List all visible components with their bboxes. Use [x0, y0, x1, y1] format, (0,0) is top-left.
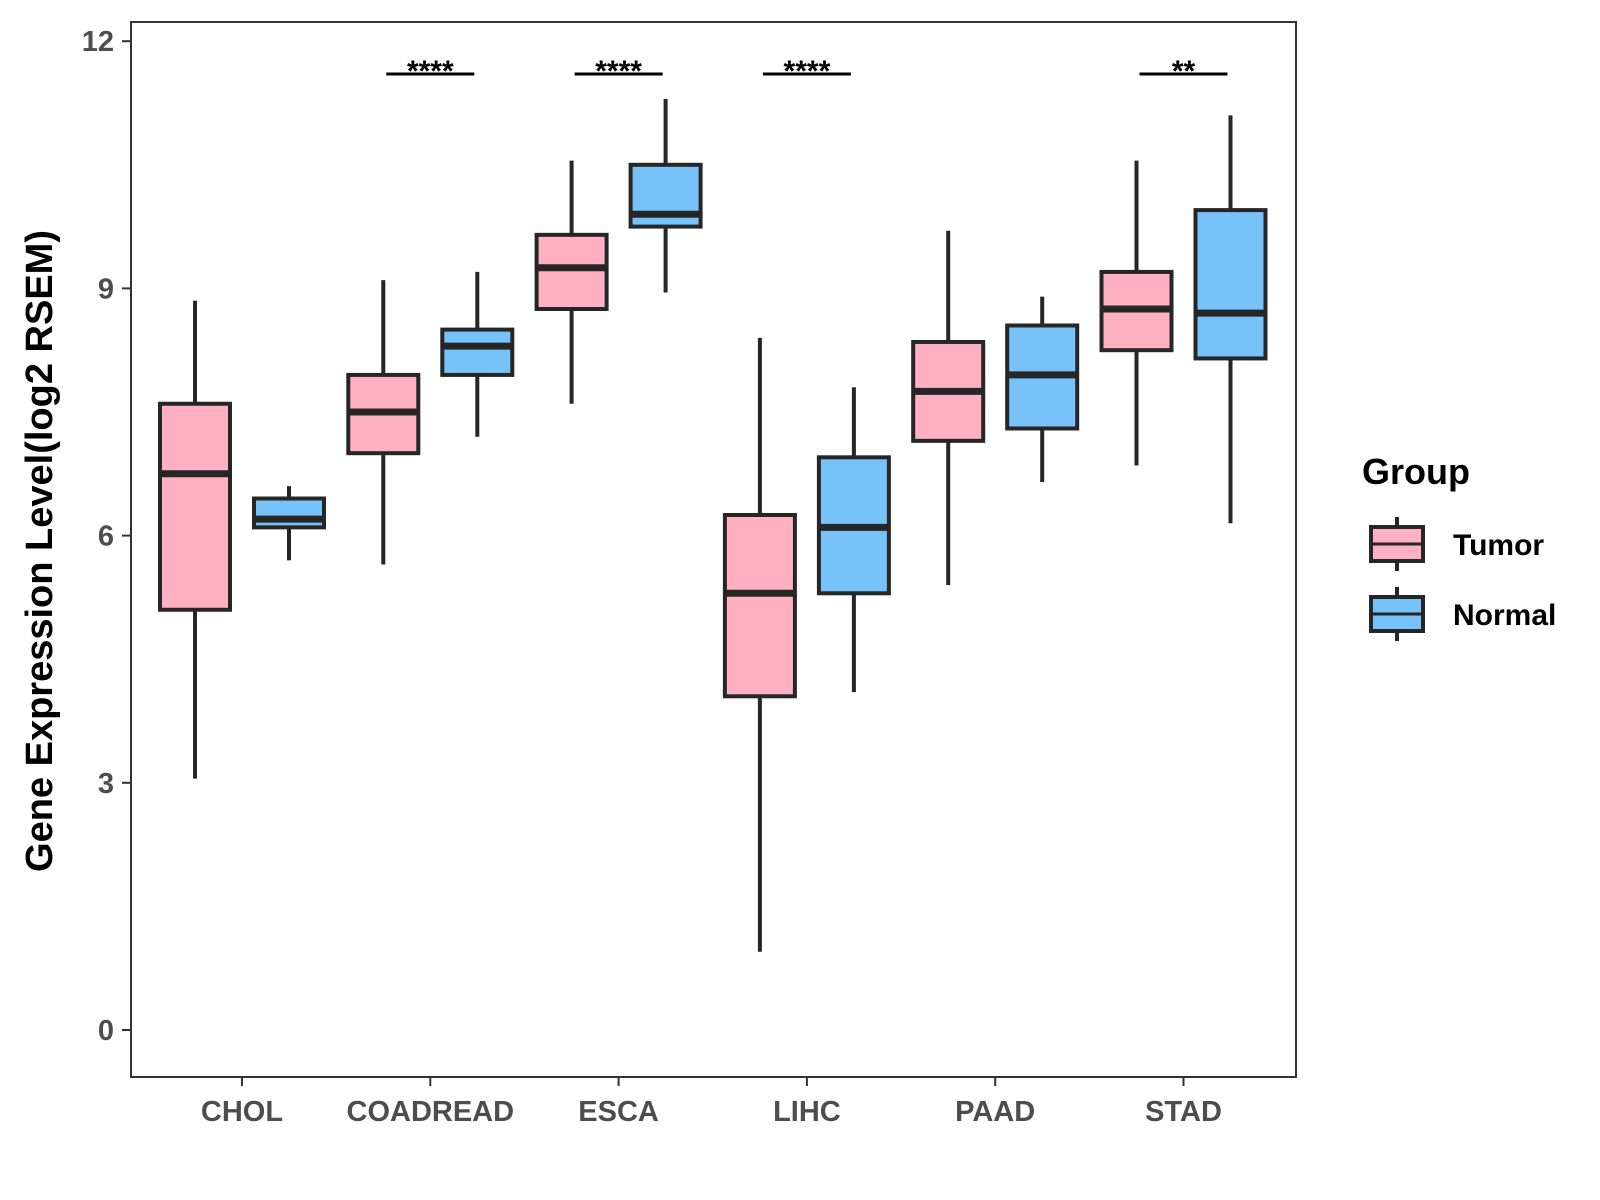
box-coadread-normal [440, 271, 515, 437]
x-tick-label: PAAD [955, 1096, 1035, 1128]
box-stad-normal [1193, 115, 1268, 524]
y-tick-label: 0 [98, 1015, 114, 1047]
box-iqr [158, 401, 232, 612]
significance-label: **** [595, 55, 642, 88]
legend-label: Normal [1453, 599, 1556, 632]
significance-label: ** [1172, 55, 1196, 88]
box-lihc-normal [816, 387, 891, 693]
box-lihc-tumor [722, 337, 797, 952]
box-iqr [722, 513, 797, 699]
x-tick-label: LIHC [773, 1096, 841, 1128]
box-iqr [534, 232, 609, 311]
y-tick-label: 6 [98, 521, 114, 553]
legend-item-tumor: Tumor [1369, 517, 1544, 571]
box-iqr [440, 327, 515, 377]
box-stad-tumor [1099, 160, 1174, 466]
box-chol-normal [252, 486, 326, 561]
box-esca-normal [628, 98, 703, 293]
legend-label: Tumor [1453, 529, 1544, 562]
x-tick-label: STAD [1145, 1096, 1222, 1128]
plot-area [130, 21, 1297, 1078]
box-chol-tumor [158, 300, 232, 779]
x-tick-label: ESCA [578, 1096, 659, 1128]
box-iqr [1193, 208, 1268, 361]
box-esca-tumor [534, 160, 609, 404]
x-axis: CHOL COADREAD ESCA LIHC PAAD STAD [201, 1077, 1222, 1128]
box-paad-tumor [911, 230, 986, 586]
legend: Group Tumor Normal [1362, 451, 1556, 641]
x-tick-label: COADREAD [347, 1096, 515, 1128]
box-iqr [252, 496, 326, 530]
significance-annotations: **** **** **** ** [386, 55, 1228, 88]
y-tick-label: 12 [82, 26, 114, 58]
significance-label: **** [407, 55, 454, 88]
legend-title: Group [1362, 451, 1470, 492]
box-coadread-tumor [346, 280, 421, 565]
legend-item-normal: Normal [1369, 587, 1556, 641]
box-paad-normal [1005, 296, 1080, 483]
y-tick-label: 3 [98, 768, 114, 800]
plot-panel-border [130, 21, 1297, 1078]
significance-label: **** [784, 55, 831, 88]
y-tick-label: 9 [98, 273, 114, 305]
y-axis-title: Gene Expression Level(log2 RSEM) [19, 230, 61, 872]
x-tick-label: CHOL [201, 1096, 283, 1128]
y-axis: 0 3 6 9 12 [82, 26, 131, 1047]
